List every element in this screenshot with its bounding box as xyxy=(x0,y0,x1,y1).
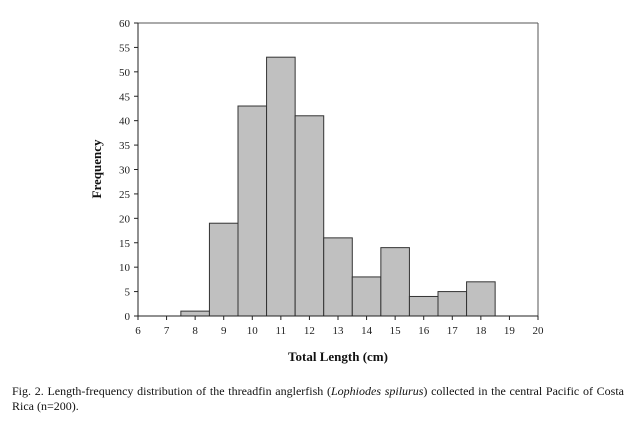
y-tick-label: 10 xyxy=(119,262,131,274)
x-tick-label: 12 xyxy=(304,325,315,337)
y-tick-label: 35 xyxy=(119,140,131,152)
y-tick-label: 55 xyxy=(119,42,131,54)
histogram-chart: 6 7 8 9 10 11 12 13 14 15 16 17 18 19 20 0 5 10 15 20 25 30 3… xyxy=(89,18,544,364)
y-axis-title: Frequency xyxy=(89,139,104,198)
histogram-bar xyxy=(237,105,268,317)
y-ticks-group: 0 5 10 15 20 25 30 35 40 45 50 55 60 xyxy=(119,18,138,323)
y-tick-label: 60 xyxy=(119,18,131,30)
y-tick-label: 40 xyxy=(119,116,131,128)
x-tick-label: 7 xyxy=(164,325,170,337)
bars-group xyxy=(180,56,496,317)
histogram-bar xyxy=(351,276,382,317)
y-tick-label: 25 xyxy=(119,189,131,201)
histogram-bar xyxy=(208,222,239,317)
caption-prefix: Fig. 2. Length-frequency distribution of… xyxy=(12,384,331,398)
x-tick-label: 16 xyxy=(418,325,430,337)
y-tick-label: 45 xyxy=(119,91,131,103)
histogram-bar xyxy=(180,310,210,317)
x-tick-label: 20 xyxy=(533,325,545,337)
x-tick-label: 13 xyxy=(333,325,345,337)
y-tick-label: 20 xyxy=(119,213,131,225)
x-ticks-group: 6 7 8 9 10 11 12 13 14 15 16 17 18 19 20 xyxy=(135,316,544,337)
histogram-bar xyxy=(323,237,353,317)
figure-caption: Fig. 2. Length-frequency distribution of… xyxy=(12,384,624,414)
x-axis-title: Total Length (cm) xyxy=(288,349,388,364)
histogram-bar xyxy=(294,115,325,317)
caption-suffix: ) collected in the central Pacific of Co… xyxy=(12,384,624,413)
caption-species: Lophiodes spilurus xyxy=(330,384,424,398)
x-tick-label: 9 xyxy=(221,325,227,337)
y-tick-label: 0 xyxy=(125,311,131,323)
histogram-bar xyxy=(266,56,296,317)
y-tick-label: 5 xyxy=(125,287,131,299)
y-tick-label: 30 xyxy=(119,165,131,177)
x-tick-label: 8 xyxy=(192,325,198,337)
x-tick-label: 14 xyxy=(361,325,373,337)
x-tick-label: 15 xyxy=(390,325,402,337)
y-tick-label: 15 xyxy=(119,238,131,250)
x-tick-label: 6 xyxy=(135,325,141,337)
histogram-bar xyxy=(466,281,496,317)
x-tick-label: 10 xyxy=(247,325,259,337)
x-tick-label: 17 xyxy=(447,325,459,337)
x-tick-label: 18 xyxy=(475,325,487,337)
x-tick-label: 11 xyxy=(276,325,287,337)
histogram-bar xyxy=(437,291,468,317)
x-tick-label: 19 xyxy=(504,325,516,337)
histogram-bar xyxy=(380,247,410,317)
histogram-bar xyxy=(408,295,439,317)
y-tick-label: 50 xyxy=(119,67,131,79)
